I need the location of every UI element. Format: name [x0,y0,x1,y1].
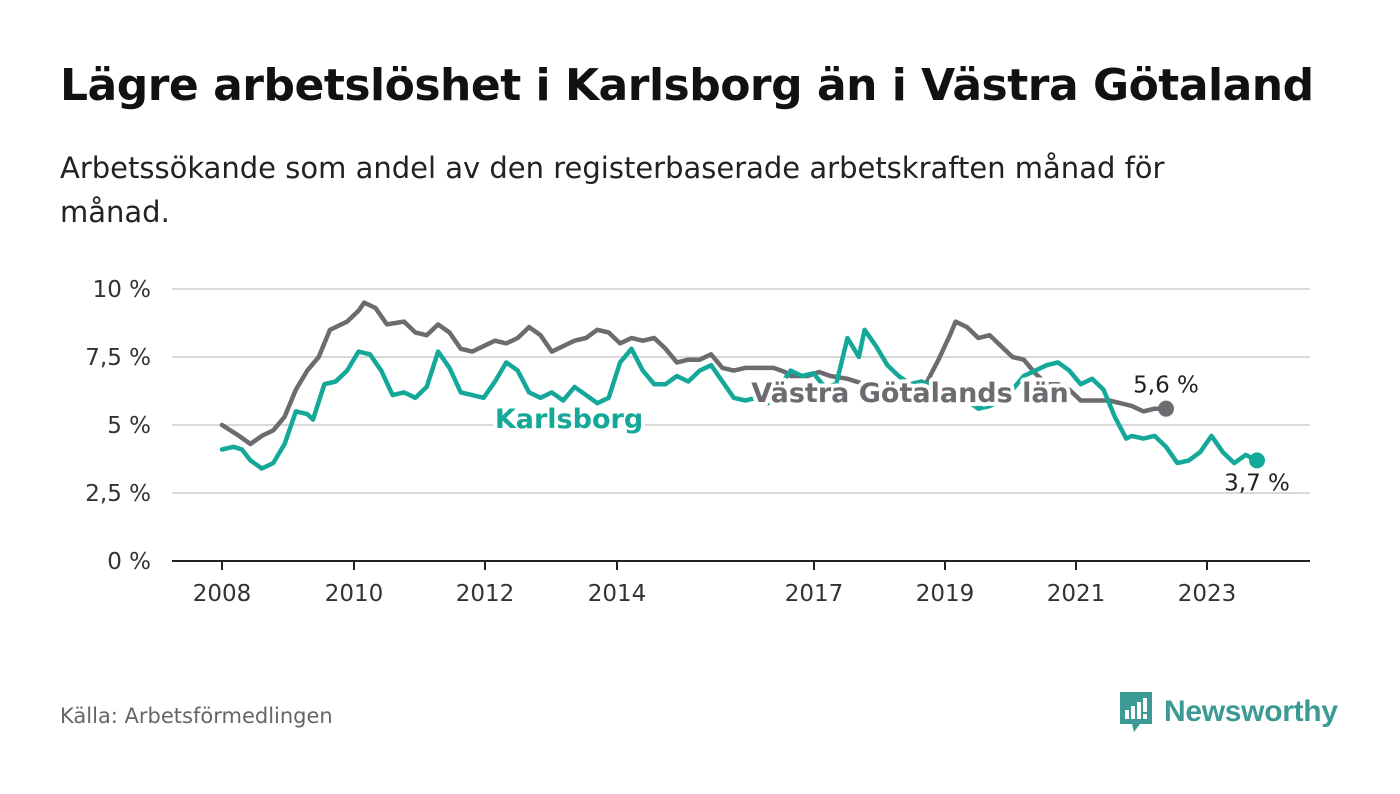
x-tick-label: 2010 [325,581,384,607]
x-tick-label: 2014 [588,581,647,607]
x-tick-label: 2012 [456,581,515,607]
x-tick-label: 2017 [785,581,844,607]
brand-logo[interactable]: Newsworthy [1118,690,1338,734]
series-end-label: 5,6 % [1133,373,1199,399]
series-end-marker [1158,400,1175,417]
series-label-karlsborg: Karlsborg [495,404,643,435]
series-line-karlsborg [219,327,1260,471]
brand-name: Newsworthy [1164,695,1338,728]
gridlines [172,288,1310,494]
y-tick-label: 2,5 % [85,481,151,507]
x-tick-label: 2008 [193,581,252,607]
series-label-karlsborg-halo: Karlsborg [495,404,643,435]
y-tick-label: 5 % [107,413,151,439]
series-lines [219,300,1265,471]
series-label-vastra-gotaland: Västra Götalands län [751,378,1069,409]
chart-subtitle: Arbetssökande som andel av den registerb… [60,151,1165,229]
x-tick-label: 2023 [1178,581,1237,607]
series-label-vastra-gotaland-halo: Västra Götalands län [751,378,1069,409]
y-tick-label: 0 % [107,549,151,575]
y-axis-ticks: 0 % 2,5 % 5 % 7,5 % 10 % [85,277,151,575]
x-axis-ticks: 2008 2010 2012 2014 2017 2019 2021 2023 [193,561,1237,607]
y-tick-label: 7,5 % [85,345,151,371]
x-tick-label: 2019 [916,581,975,607]
newsworthy-logo-icon [1120,692,1152,732]
series-line-vastra-gotaland [219,300,1169,447]
source-note: Källa: Arbetsförmedlingen [60,704,333,728]
series-end-marker [1249,452,1265,469]
y-tick-label: 10 % [93,277,151,303]
chart-title: Lägre arbetslöshet i Karlsborg än i Väst… [60,60,1314,111]
series-end-label: 3,7 % [1224,470,1290,496]
x-tick-label: 2021 [1047,581,1106,607]
